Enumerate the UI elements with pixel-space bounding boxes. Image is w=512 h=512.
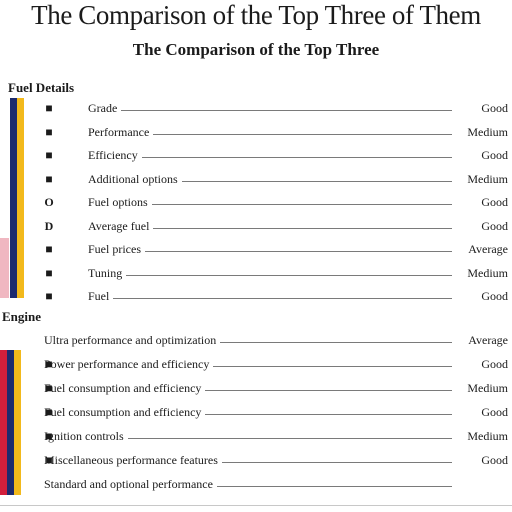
row-marker: ■ — [45, 148, 53, 162]
row-marker: ■ — [45, 242, 53, 256]
color-bar-navy-2 — [7, 350, 14, 495]
section-heading: Engine — [2, 309, 42, 324]
leader-line — [113, 298, 452, 299]
row-value: Good — [481, 289, 508, 303]
row-label: Fuel — [88, 289, 110, 303]
color-bar-red — [0, 350, 7, 495]
row-value: Good — [481, 101, 508, 115]
leader-line — [121, 110, 452, 111]
row-value: Medium — [467, 124, 508, 139]
row-marker: ■ — [45, 405, 53, 419]
leader-line — [221, 462, 452, 463]
row-value: Good — [481, 218, 508, 233]
page-title: The Comparison of the Top Three of Them — [31, 0, 481, 30]
row-marker: ■ — [45, 265, 53, 280]
color-bar-pink — [0, 238, 9, 298]
leader-line — [181, 180, 452, 182]
row-label: Performance — [88, 124, 150, 139]
row-marker: ■ — [45, 289, 53, 303]
row-label: Efficiency — [88, 148, 138, 162]
row-marker: ■ — [45, 357, 53, 371]
row-label: Fuel consumption and efficiency — [44, 381, 202, 395]
row-value: Good — [481, 148, 508, 162]
leader-line — [216, 486, 452, 487]
section-heading: Fuel Details — [8, 80, 75, 95]
row-label: Fuel options — [88, 195, 148, 209]
color-bar-yellow-2 — [14, 350, 21, 495]
row-value: Good — [481, 357, 508, 371]
leader-line — [153, 133, 452, 135]
leader-line — [153, 227, 452, 229]
row-label: Fuel consumption and efficiency — [44, 405, 202, 419]
row-marker: ■ — [45, 429, 53, 443]
row-label: Tuning — [88, 265, 123, 280]
color-bar-yellow — [17, 98, 24, 298]
row-label: Miscellaneous performance features — [44, 453, 218, 467]
leader-line — [151, 204, 452, 205]
bottom-divider — [0, 505, 512, 506]
row-value: Good — [481, 405, 508, 419]
row-label: Fuel prices — [88, 242, 141, 256]
row-marker: D — [44, 218, 54, 233]
row-marker: ■ — [45, 124, 53, 139]
row-value: Average — [468, 242, 508, 256]
row-value: Medium — [467, 171, 508, 186]
row-marker: ■ — [45, 453, 53, 467]
row-label: Standard and optional performance — [44, 477, 213, 491]
color-bar-navy — [10, 98, 17, 298]
row-label: Ignition controls — [44, 429, 124, 443]
row-label: Grade — [88, 101, 118, 115]
row-marker: ■ — [45, 381, 53, 395]
leader-line — [145, 251, 452, 252]
row-value: Medium — [467, 265, 508, 280]
row-value: Good — [481, 195, 508, 209]
row-label: Additional options — [88, 171, 178, 186]
leader-line — [127, 438, 452, 439]
row-marker: ■ — [45, 171, 53, 186]
leader-line — [126, 274, 452, 276]
row-label: Power performance and efficiency — [44, 357, 210, 371]
leader-line — [213, 366, 452, 367]
leader-line — [220, 342, 452, 343]
row-value: Medium — [467, 381, 508, 395]
row-value: Good — [481, 453, 508, 467]
row-value: Medium — [467, 429, 508, 443]
row-value: Average — [468, 333, 508, 347]
page-subtitle: The Comparison of the Top Three — [132, 40, 380, 59]
row-marker: ■ — [45, 101, 53, 115]
row-marker: O — [44, 195, 54, 209]
row-label: Average fuel — [88, 218, 150, 233]
leader-line — [205, 414, 452, 415]
row-label: Ultra performance and optimization — [44, 333, 217, 347]
leader-line — [205, 390, 452, 391]
leader-line — [141, 157, 452, 158]
